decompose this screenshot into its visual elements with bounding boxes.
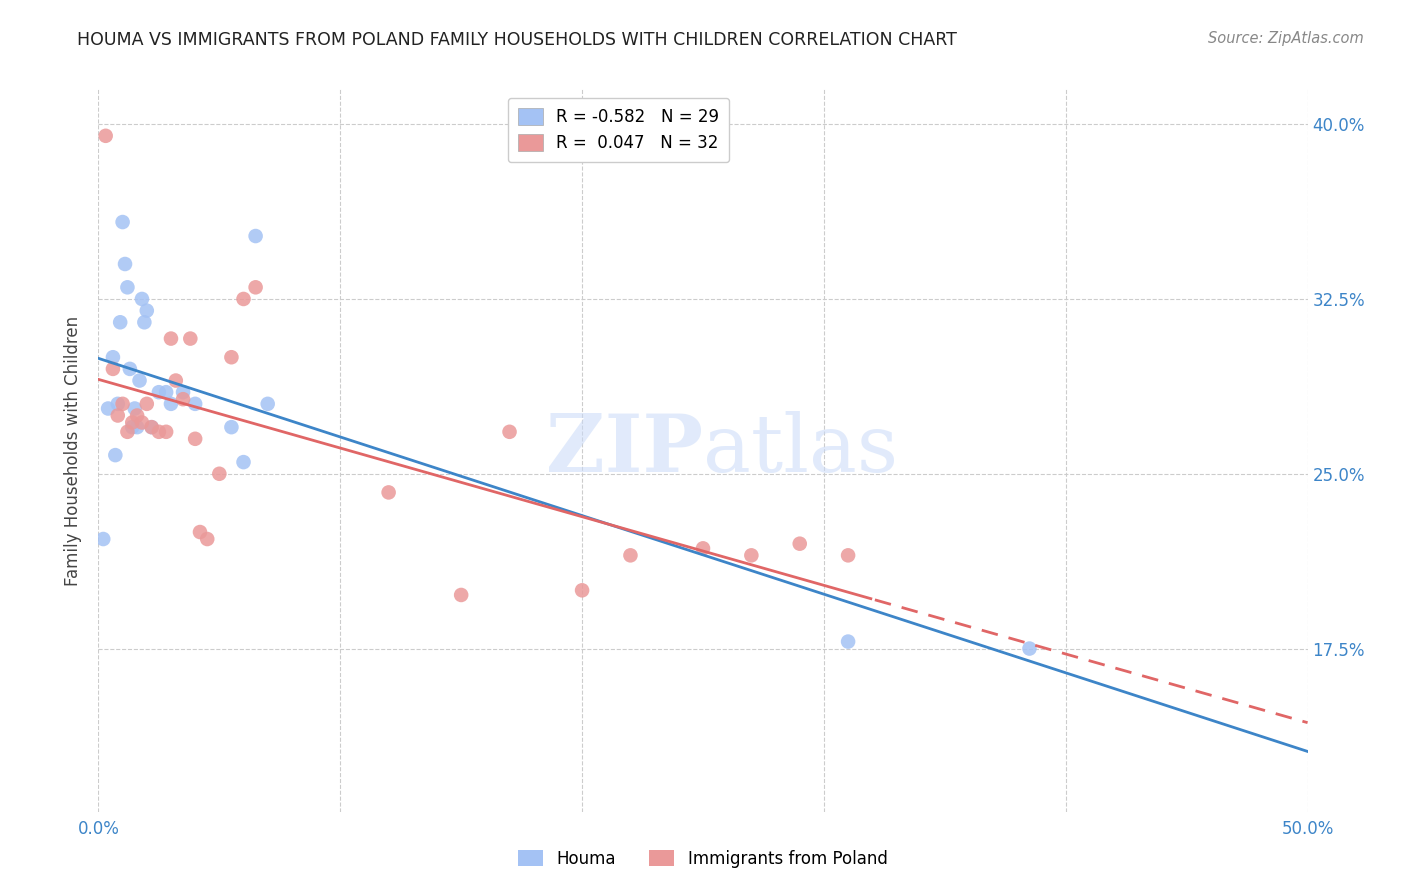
Point [128,374,150,388]
Point [131,292,153,306]
Point [121,416,143,430]
Point [160,332,183,346]
Point [232,455,254,469]
Point [571,583,593,598]
Point [195,532,218,546]
Point [111,397,134,411]
Legend: Houma, Immigrants from Poland: Houma, Immigrants from Poland [512,844,894,875]
Point [94,128,117,143]
Point [188,524,211,539]
Point [134,315,156,329]
Text: Source: ZipAtlas.com: Source: ZipAtlas.com [1208,31,1364,46]
Point [1018,641,1040,656]
Point [97,401,120,416]
Point [837,634,859,648]
Point [837,549,859,563]
Point [221,420,243,434]
Point [104,448,127,462]
Point [101,362,124,376]
Point [377,485,399,500]
Point [117,280,139,294]
Point [155,425,177,439]
Point [155,385,177,400]
Point [135,397,157,411]
Point [789,537,811,551]
Y-axis label: Family Households with Children: Family Households with Children [65,316,83,585]
Legend: R = -0.582   N = 29, R =  0.047   N = 32: R = -0.582 N = 29, R = 0.047 N = 32 [508,97,730,162]
Point [165,374,187,388]
Point [107,397,129,411]
Point [101,350,124,364]
Point [108,315,131,329]
Point [740,549,762,563]
Text: HOUMA VS IMMIGRANTS FROM POLAND FAMILY HOUSEHOLDS WITH CHILDREN CORRELATION CHAR: HOUMA VS IMMIGRANTS FROM POLAND FAMILY H… [77,31,957,49]
Point [124,401,146,416]
Point [692,541,714,556]
Point [450,588,472,602]
Point [127,420,149,434]
Point [148,425,170,439]
Point [141,420,163,434]
Point [135,303,157,318]
Point [245,229,267,244]
Point [127,409,149,423]
Point [148,385,170,400]
Text: atlas: atlas [703,411,898,490]
Point [208,467,231,481]
Point [111,215,134,229]
Point [131,416,153,430]
Text: ZIP: ZIP [546,411,703,490]
Point [179,332,201,346]
Point [118,362,141,376]
Point [107,409,129,423]
Point [184,397,207,411]
Point [91,532,114,546]
Point [619,549,641,563]
Point [117,425,139,439]
Point [160,397,183,411]
Point [184,432,207,446]
Point [121,420,143,434]
Point [245,280,267,294]
Point [114,257,136,271]
Point [256,397,278,411]
Point [232,292,254,306]
Point [141,420,163,434]
Point [172,385,194,400]
Point [221,350,243,364]
Point [498,425,520,439]
Point [172,392,194,407]
